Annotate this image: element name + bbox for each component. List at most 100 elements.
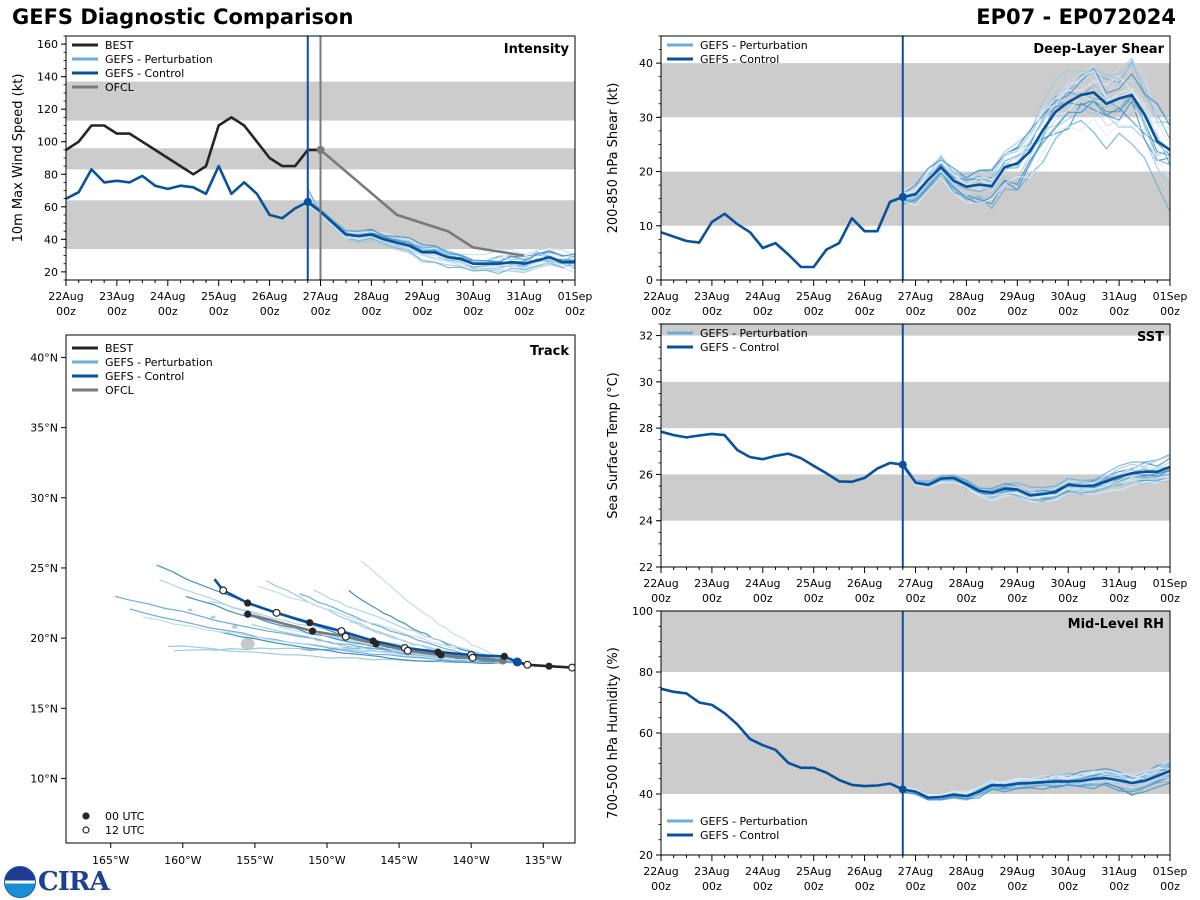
y-tick-label: 0 xyxy=(646,274,653,287)
perturbation-line xyxy=(902,117,1170,206)
x-tick-label-hour: 00z xyxy=(158,305,178,318)
y-tick-label: 20 xyxy=(639,166,653,179)
series-gefs-control xyxy=(661,430,1170,497)
x-tick-label-hour: 00z xyxy=(1109,880,1129,893)
y-tick-label: 40 xyxy=(44,233,58,246)
x-tick-label-hour: 00z xyxy=(906,592,926,605)
x-tick-label-date: 31Aug xyxy=(1101,577,1136,590)
x-tick-label-hour: 00z xyxy=(463,305,483,318)
marker-12utc xyxy=(341,632,350,641)
x-tick-label: 150°W xyxy=(308,854,345,867)
x-tick-label-date: 24Aug xyxy=(150,290,185,303)
legend-label: BEST xyxy=(105,342,133,355)
y-tick-label: 60 xyxy=(44,201,58,214)
y-axis-label: 700-500 hPa Humidity (%) xyxy=(606,647,621,819)
marker-legend-label: 00 UTC xyxy=(105,810,145,823)
x-tick-label-date: 26Aug xyxy=(847,577,882,590)
x-tick-label-date: 26Aug xyxy=(847,290,882,303)
x-tick-label-date: 24Aug xyxy=(745,577,780,590)
x-tick-label: 155°W xyxy=(236,854,273,867)
x-tick-label-date: 30Aug xyxy=(1050,865,1085,878)
x-tick-label-hour: 00z xyxy=(514,305,534,318)
panel-title: Mid-Level RH xyxy=(1068,617,1164,632)
y-tick-label: 40 xyxy=(639,57,653,70)
logo: CIRA xyxy=(4,866,110,898)
y-tick-label: 160 xyxy=(37,38,58,51)
x-tick-label-hour: 00z xyxy=(1160,305,1180,318)
x-tick-label-date: 01Sep xyxy=(1153,577,1188,590)
threshold-band xyxy=(661,324,1170,336)
marker-12utc xyxy=(523,660,532,669)
track-ofcl xyxy=(247,613,504,662)
x-tick-label: 135°W xyxy=(525,854,562,867)
x-tick-label-date: 24Aug xyxy=(745,865,780,878)
x-tick-label-date: 23Aug xyxy=(694,865,729,878)
marker-00utc xyxy=(500,652,508,660)
x-tick-label-date: 22Aug xyxy=(48,290,83,303)
marker-12utc xyxy=(403,646,412,655)
perturbation-line xyxy=(307,188,575,274)
y-tick-label: 30 xyxy=(639,111,653,124)
x-tick-label: 145°W xyxy=(380,854,417,867)
x-tick-label-hour: 00z xyxy=(107,305,127,318)
x-tick-label-hour: 00z xyxy=(1160,880,1180,893)
y-tick-label: 80 xyxy=(639,666,653,679)
series-ofcl xyxy=(319,148,525,257)
x-tick-label-date: 23Aug xyxy=(99,290,134,303)
perturbation-line xyxy=(902,88,1170,198)
x-tick-label-hour: 00z xyxy=(855,592,875,605)
marker-12utc xyxy=(568,663,575,672)
legend-label: GEFS - Perturbation xyxy=(700,327,808,340)
legend-label: GEFS - Control xyxy=(700,53,779,66)
x-tick-label-date: 26Aug xyxy=(847,865,882,878)
y-tick-label: 26 xyxy=(639,468,653,481)
x-tick-label-hour: 00z xyxy=(1109,592,1129,605)
x-tick-label-hour: 00z xyxy=(311,305,331,318)
x-tick-label-date: 22Aug xyxy=(643,865,678,878)
x-tick-label-hour: 00z xyxy=(651,592,671,605)
init-marker xyxy=(898,193,907,202)
threshold-band xyxy=(661,381,1170,429)
y-tick-label: 20 xyxy=(639,849,653,862)
x-tick-label-date: 31Aug xyxy=(1101,290,1136,303)
y-tick-label: 32 xyxy=(639,330,653,343)
x-tick-label-date: 27Aug xyxy=(898,577,933,590)
island-shape xyxy=(240,637,255,650)
x-tick-label-date: 28Aug xyxy=(949,865,984,878)
x-tick-label-date: 31Aug xyxy=(1101,865,1136,878)
perturbation-line xyxy=(902,771,1170,797)
marker-12utc xyxy=(219,586,228,595)
legend-label: GEFS - Perturbation xyxy=(105,356,213,369)
x-tick-label-hour: 00z xyxy=(209,305,229,318)
marker-00utc xyxy=(545,662,553,670)
x-tick-label-hour: 00z xyxy=(1058,592,1078,605)
x-tick-label-date: 29Aug xyxy=(405,290,440,303)
y-tick-label: 25°N xyxy=(30,562,58,575)
marker-12utc xyxy=(337,627,346,636)
x-tick-label-hour: 00z xyxy=(753,305,773,318)
perturbation-track xyxy=(216,630,518,665)
control-start-marker xyxy=(512,657,522,667)
plot-area xyxy=(661,324,1170,521)
x-tick-label-hour: 00z xyxy=(1109,305,1129,318)
x-tick-label-date: 31Aug xyxy=(506,290,541,303)
plot-area xyxy=(114,560,575,672)
x-tick-label-date: 25Aug xyxy=(796,290,831,303)
x-tick-label-date: 27Aug xyxy=(898,865,933,878)
x-tick-label-date: 01Sep xyxy=(1153,290,1188,303)
legend-label: BEST xyxy=(105,39,133,52)
perturbation-track xyxy=(156,564,518,663)
marker-00utc xyxy=(244,599,252,607)
panel-rh: 20 40 60 80 100 22Aug 00z 23Aug 00z 24Aug 00z 25Aug… xyxy=(606,605,1187,893)
y-tick-label: 60 xyxy=(639,727,653,740)
x-tick-label-hour: 00z xyxy=(1007,880,1027,893)
init-marker xyxy=(303,197,312,206)
y-tick-label: 20 xyxy=(44,266,58,279)
x-tick-label-date: 30Aug xyxy=(1050,290,1085,303)
perturbation-line xyxy=(902,84,1170,202)
x-tick-label-hour: 00z xyxy=(1007,305,1027,318)
cira-logo: CIRA xyxy=(38,867,110,897)
